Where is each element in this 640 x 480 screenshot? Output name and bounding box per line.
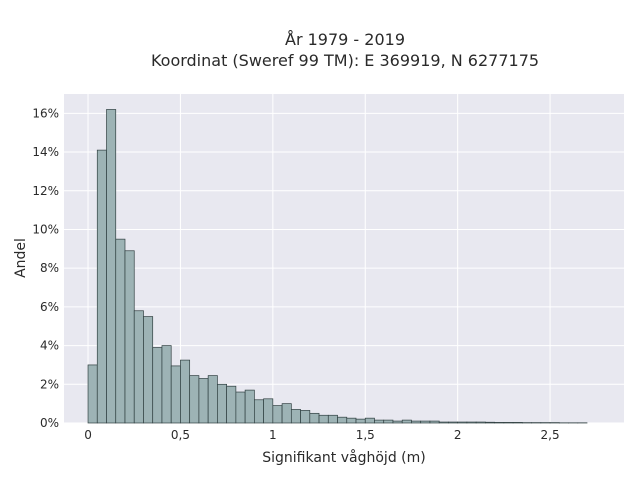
- histogram-bar: [235, 391, 246, 424]
- histogram-bar: [448, 421, 459, 424]
- histogram-bar: [392, 420, 403, 424]
- histogram-bar: [207, 375, 218, 424]
- x-tick-label: 2: [454, 428, 462, 442]
- histogram-bars: [87, 109, 588, 424]
- histogram-bar: [411, 420, 422, 424]
- x-tick-label: 1,5: [356, 428, 375, 442]
- histogram-bar: [272, 405, 283, 424]
- histogram-bar: [503, 422, 514, 424]
- histogram-bar: [374, 419, 385, 424]
- histogram-bar: [429, 420, 440, 424]
- histogram-bar: [180, 359, 191, 424]
- histogram-bar: [485, 421, 495, 424]
- x-axis-ticks: 0 0,5 1 1,5 2 2,5: [84, 428, 559, 442]
- histogram-bar: [318, 414, 329, 424]
- y-tick-label: 12%: [32, 184, 59, 198]
- histogram-bar: [494, 422, 505, 424]
- y-tick-label: 4%: [40, 339, 59, 353]
- histogram-bar: [309, 412, 320, 424]
- histogram-bar: [87, 364, 98, 424]
- histogram-bar: [106, 109, 117, 424]
- x-tick-label: 2,5: [541, 428, 560, 442]
- histogram-bar: [346, 417, 357, 424]
- histogram-bar: [170, 365, 181, 424]
- histogram-bar: [198, 378, 209, 424]
- histogram-bar: [189, 375, 200, 424]
- x-tick-label: 1: [269, 428, 277, 442]
- y-tick-label: 8%: [40, 261, 59, 275]
- y-axis-label: Andel: [13, 238, 29, 278]
- histogram-bar: [96, 149, 107, 424]
- chart-title: År 1979 - 2019: [285, 30, 405, 49]
- histogram-bar: [475, 421, 486, 424]
- histogram-bar: [254, 399, 264, 424]
- chart-subtitle: Koordinat (Sweref 99 TM): E 369919, N 62…: [151, 51, 539, 70]
- y-tick-label: 6%: [40, 300, 59, 314]
- y-tick-label: 16%: [32, 106, 59, 120]
- x-tick-label: 0,5: [171, 428, 190, 442]
- y-tick-label: 0%: [40, 416, 59, 430]
- y-tick-label: 2%: [40, 377, 59, 391]
- histogram-bar: [383, 419, 394, 424]
- histogram-bar: [327, 414, 338, 424]
- histogram-bar: [226, 385, 237, 424]
- y-axis-ticks: 0% 2% 4% 6% 8% 10% 12% 14% 16%: [32, 106, 59, 430]
- histogram-bar: [143, 316, 154, 424]
- histogram-bar: [355, 418, 366, 424]
- histogram-bar: [438, 421, 449, 424]
- x-axis-label: Signifikant våghöjd (m): [262, 449, 425, 466]
- histogram-bar: [152, 347, 163, 424]
- histogram-bar: [115, 238, 126, 424]
- y-tick-label: 14%: [32, 145, 59, 159]
- histogram-bar: [133, 310, 144, 424]
- histogram-bar: [263, 398, 274, 424]
- histogram-bar: [161, 345, 172, 424]
- histogram-bar: [457, 421, 468, 424]
- histogram-bar: [466, 421, 477, 424]
- histogram-bar: [244, 389, 255, 424]
- x-tick-label: 0: [84, 428, 92, 442]
- histogram-bar: [124, 250, 135, 424]
- histogram-bar: [290, 409, 301, 424]
- histogram-bar: [420, 420, 431, 424]
- histogram-bar: [512, 422, 523, 424]
- y-tick-label: 10%: [32, 222, 59, 236]
- histogram-bar: [300, 410, 311, 424]
- histogram-bar: [364, 417, 375, 424]
- histogram-bar: [337, 416, 348, 424]
- histogram-bar: [217, 383, 227, 424]
- histogram-bar: [401, 419, 412, 424]
- histogram-bar: [281, 403, 292, 424]
